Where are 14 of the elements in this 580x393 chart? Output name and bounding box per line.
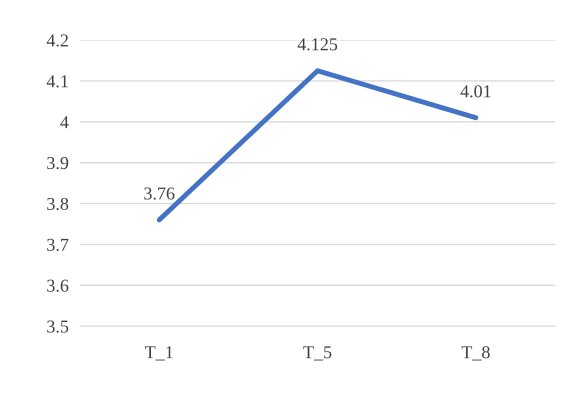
data-label: 4.01 bbox=[460, 85, 491, 98]
y-tick-label: 4 bbox=[60, 116, 69, 128]
y-tick-label: 3.9 bbox=[47, 157, 68, 170]
y-tick-label: 3.6 bbox=[47, 280, 68, 292]
data-label: 3.76 bbox=[144, 187, 174, 200]
x-tick-label: T_1 bbox=[144, 346, 173, 360]
y-tick-label: 4.2 bbox=[46, 34, 68, 47]
y-tick-label: 3.8 bbox=[47, 198, 68, 210]
data-label: 4.125 bbox=[298, 38, 338, 50]
x-tick-label: T_8 bbox=[462, 346, 490, 360]
x-tick-label: T_5 bbox=[303, 346, 332, 360]
y-tick-label: 3.7 bbox=[47, 238, 68, 251]
y-tick-label: 4.1 bbox=[46, 75, 68, 88]
y-tick-label: 3.5 bbox=[47, 320, 68, 333]
